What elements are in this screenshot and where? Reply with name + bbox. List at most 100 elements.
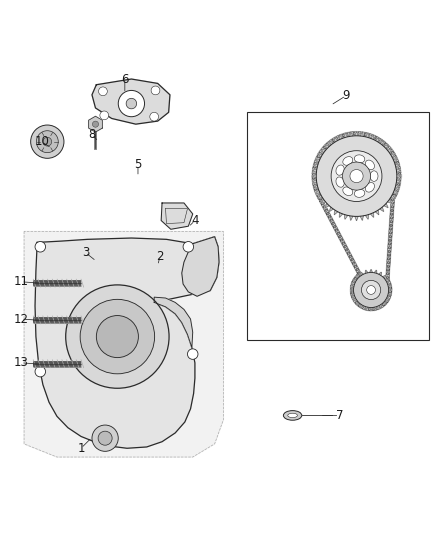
Circle shape	[324, 146, 326, 148]
Polygon shape	[387, 295, 391, 300]
Circle shape	[336, 137, 338, 139]
Circle shape	[66, 285, 169, 388]
Polygon shape	[323, 206, 328, 211]
Polygon shape	[383, 197, 386, 201]
Polygon shape	[313, 164, 318, 167]
Polygon shape	[321, 203, 326, 207]
Circle shape	[358, 304, 360, 306]
Circle shape	[343, 162, 371, 190]
Polygon shape	[365, 133, 369, 136]
Circle shape	[367, 134, 370, 136]
Polygon shape	[345, 133, 348, 138]
Polygon shape	[327, 197, 330, 201]
Text: 5: 5	[134, 158, 141, 172]
Circle shape	[385, 198, 387, 200]
Circle shape	[100, 111, 109, 120]
Circle shape	[387, 280, 389, 282]
Polygon shape	[334, 138, 338, 142]
Circle shape	[35, 366, 46, 377]
Circle shape	[397, 165, 399, 167]
Circle shape	[363, 198, 365, 200]
Circle shape	[387, 265, 389, 267]
Circle shape	[314, 166, 315, 168]
Polygon shape	[315, 190, 320, 193]
Polygon shape	[380, 207, 384, 212]
Polygon shape	[397, 170, 401, 173]
Circle shape	[341, 239, 343, 241]
Polygon shape	[340, 239, 345, 244]
Polygon shape	[365, 270, 368, 273]
Circle shape	[358, 272, 360, 274]
Circle shape	[333, 198, 335, 200]
Circle shape	[370, 198, 372, 200]
Polygon shape	[317, 153, 321, 157]
Circle shape	[361, 280, 381, 300]
Circle shape	[357, 269, 358, 271]
Text: 1: 1	[77, 442, 85, 455]
Polygon shape	[334, 210, 338, 215]
Circle shape	[387, 298, 389, 300]
Circle shape	[376, 307, 378, 309]
Polygon shape	[325, 209, 329, 214]
Circle shape	[320, 199, 322, 201]
Circle shape	[389, 239, 391, 241]
Polygon shape	[325, 204, 329, 208]
Polygon shape	[386, 197, 389, 201]
Polygon shape	[333, 226, 338, 230]
Polygon shape	[336, 135, 340, 140]
Polygon shape	[360, 132, 364, 136]
Circle shape	[387, 269, 389, 271]
Circle shape	[398, 172, 400, 174]
Polygon shape	[334, 197, 337, 201]
Polygon shape	[389, 149, 393, 153]
Polygon shape	[364, 197, 367, 201]
Circle shape	[378, 198, 379, 200]
Polygon shape	[387, 259, 390, 262]
Circle shape	[335, 138, 337, 140]
Polygon shape	[357, 273, 361, 276]
Polygon shape	[388, 244, 392, 247]
Circle shape	[318, 195, 320, 197]
Polygon shape	[374, 306, 377, 310]
Circle shape	[387, 273, 389, 275]
Circle shape	[390, 221, 392, 223]
Polygon shape	[365, 133, 368, 138]
Circle shape	[339, 236, 341, 238]
Circle shape	[392, 203, 393, 205]
Circle shape	[316, 159, 318, 161]
Polygon shape	[361, 304, 364, 308]
Polygon shape	[35, 237, 219, 448]
Polygon shape	[387, 255, 391, 259]
Circle shape	[336, 198, 339, 200]
Polygon shape	[321, 149, 325, 153]
Polygon shape	[372, 135, 376, 139]
Circle shape	[395, 158, 397, 160]
Circle shape	[337, 232, 339, 235]
Circle shape	[321, 202, 324, 204]
Circle shape	[118, 91, 145, 117]
Polygon shape	[339, 213, 343, 217]
Circle shape	[353, 281, 355, 283]
Circle shape	[332, 222, 334, 224]
Circle shape	[384, 143, 386, 145]
Circle shape	[334, 226, 336, 228]
Circle shape	[313, 170, 315, 172]
Circle shape	[355, 301, 357, 303]
Circle shape	[392, 197, 394, 199]
Circle shape	[385, 301, 387, 303]
Circle shape	[368, 308, 370, 310]
Circle shape	[183, 241, 194, 252]
Circle shape	[389, 198, 391, 200]
Polygon shape	[396, 163, 400, 166]
Polygon shape	[361, 132, 365, 136]
Circle shape	[372, 308, 374, 310]
Circle shape	[369, 308, 371, 310]
Polygon shape	[320, 198, 323, 201]
Polygon shape	[358, 132, 361, 135]
Circle shape	[352, 295, 354, 297]
Polygon shape	[350, 132, 353, 136]
Circle shape	[43, 138, 52, 146]
Polygon shape	[24, 231, 223, 457]
Circle shape	[339, 235, 341, 237]
Circle shape	[367, 198, 369, 200]
